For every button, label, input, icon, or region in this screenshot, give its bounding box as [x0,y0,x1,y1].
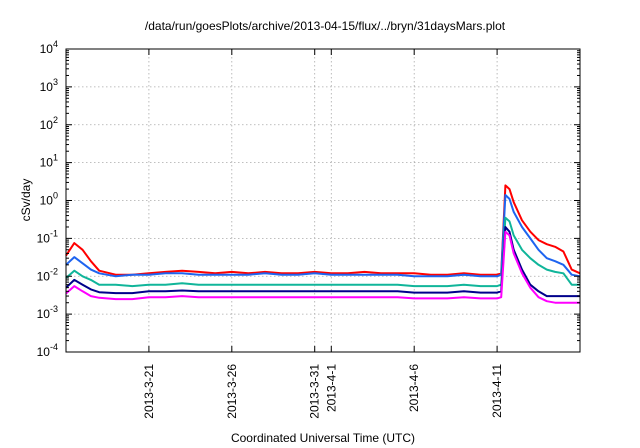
y-axis-label: cSv/day [19,179,33,222]
series-group [65,184,581,304]
series-line-3 [65,216,580,288]
y-tick-label: 10-4 [37,342,58,359]
x-tick-label: 2013-4-11 [490,364,504,418]
y-tick-label: 10-2 [37,266,58,283]
grid [66,49,580,352]
x-axis: 2013-3-21 2013-3-26 2013-3-31 2013-4-1 2013-… [142,49,504,419]
x-tick-label: 2013-4-1 [324,364,338,412]
x-tick-label: 2013-3-21 [142,364,156,419]
y-tick-label: 101 [40,153,58,170]
y-tick-label: 103 [40,77,58,94]
x-axis-label: Coordinated Universal Time (UTC) [231,431,415,445]
x-tick-label: 2013-3-31 [308,364,322,419]
series-line-2 [65,194,581,278]
y-tick-label: 100 [40,191,58,208]
chart-title: /data/run/goesPlots/archive/2013-04-15/f… [145,19,506,33]
x-tick-label: 2013-4-6 [407,364,421,412]
y-tick-label: 104 [40,39,58,56]
y-tick-label: 10-1 [37,228,58,245]
x-tick-label: 2013-3-26 [225,364,239,419]
plot-frame [65,48,581,353]
y-tick-label: 10-3 [37,304,58,321]
y-tick-label: 102 [40,115,58,132]
series-line-4 [65,226,580,298]
series-line-5 [65,230,580,304]
